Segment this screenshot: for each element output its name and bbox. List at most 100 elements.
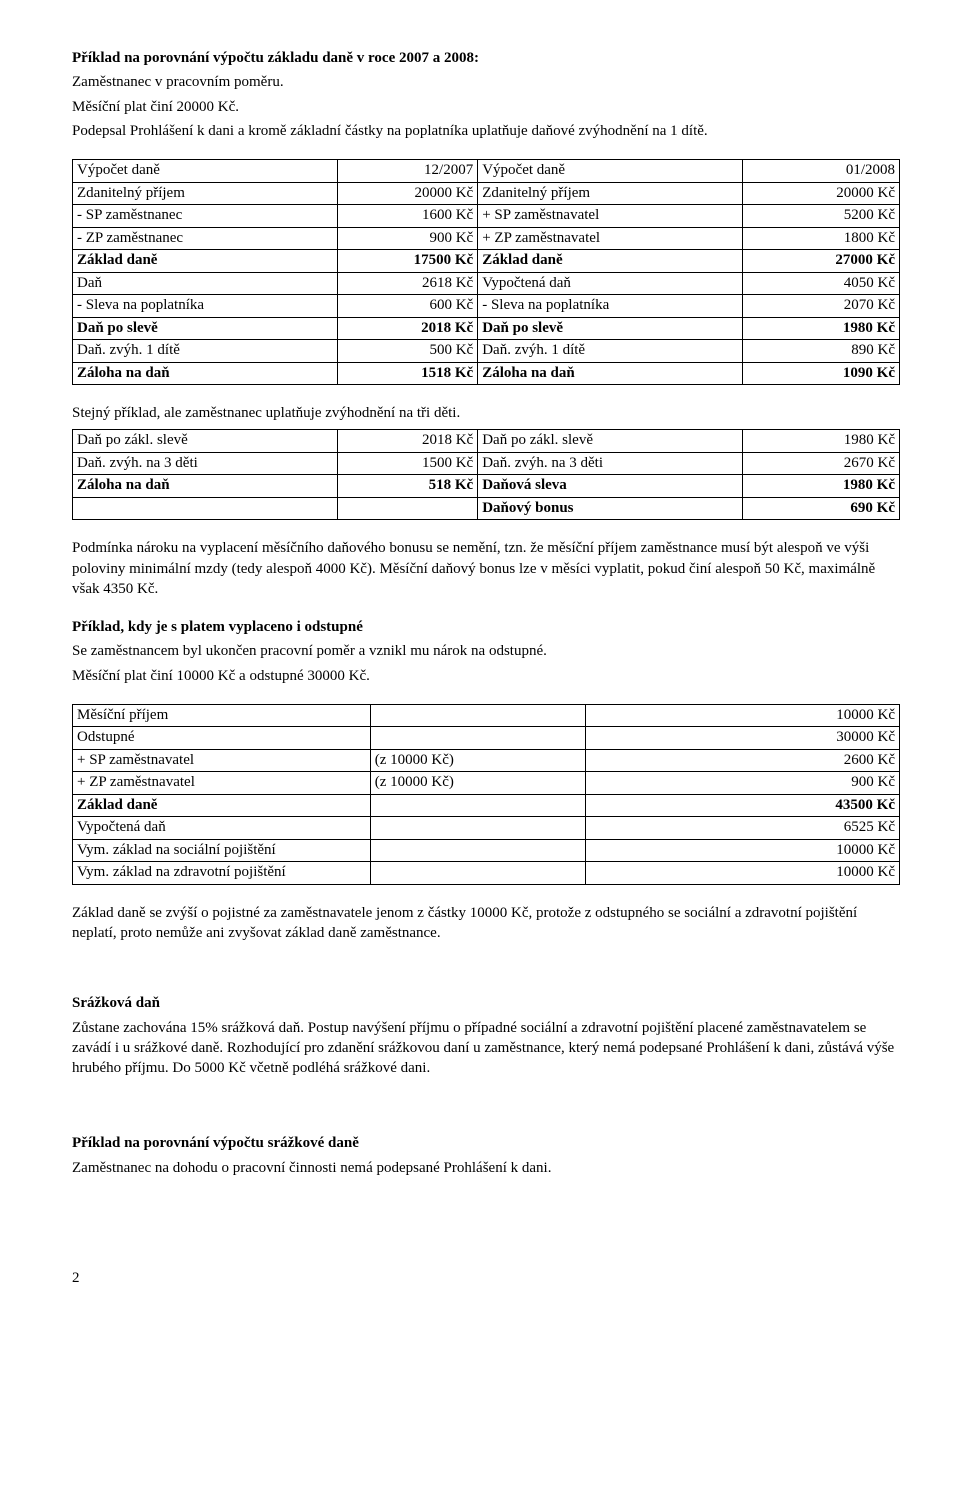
heading-4-title: Příklad na porovnání výpočtu srážkové da… [72,1133,900,1153]
table-cell: Měsíční příjem [73,704,371,727]
heading-1-title: Příklad na porovnání výpočtu základu dan… [72,48,900,68]
table-cell: 500 Kč [337,340,478,363]
paragraph-bonus: Podmínka nároku na vyplacení měsíčního d… [72,538,900,599]
table-cell [73,497,338,520]
table-row: Základ daně17500 KčZáklad daně27000 Kč [73,250,900,273]
table-cell: 10000 Kč [585,704,899,727]
heading-3-title: Srážková daň [72,993,900,1013]
table-cell: 900 Kč [337,227,478,250]
table-cell: 01/2008 [742,160,899,183]
table-row: Daň. zvýh. 1 dítě500 KčDaň. zvýh. 1 dítě… [73,340,900,363]
table-cell: Odstupné [73,727,371,750]
table-cell: + ZP zaměstnavatel [478,227,743,250]
table-cell: - ZP zaměstnanec [73,227,338,250]
table-cell: 1500 Kč [337,452,478,475]
table-cell: Zdanitelný příjem [73,182,338,205]
heading-1-line4: Podepsal Prohlášení k dani a kromě zákla… [72,121,900,141]
table-cell: + ZP zaměstnavatel [73,772,371,795]
table-row: - Sleva na poplatníka600 Kč- Sleva na po… [73,295,900,318]
table-cell: (z 10000 Kč) [370,772,585,795]
table-cell: 2618 Kč [337,272,478,295]
table-row: Výpočet daně12/2007Výpočet daně01/2008 [73,160,900,183]
table-cell [370,704,585,727]
table-cell: - Sleva na poplatníka [478,295,743,318]
table-cell: + SP zaměstnavatel [73,749,371,772]
table-cell: 2018 Kč [337,317,478,340]
table-cell: Záloha na daň [73,475,338,498]
table-row: + ZP zaměstnavatel(z 10000 Kč)900 Kč [73,772,900,795]
table-cell: 30000 Kč [585,727,899,750]
table-cell: - Sleva na poplatníka [73,295,338,318]
table-cell [370,839,585,862]
table-cell [370,862,585,885]
heading-2-line2: Se zaměstnancem byl ukončen pracovní pom… [72,641,900,661]
table-cell: 890 Kč [742,340,899,363]
table-cell [370,817,585,840]
page-number: 2 [72,1268,900,1288]
table-cell: 2018 Kč [337,430,478,453]
table-cell: 1090 Kč [742,362,899,385]
heading-3-body: Zůstane zachována 15% srážková daň. Post… [72,1018,900,1079]
table-cell: Základ daně [73,250,338,273]
table-cell: Vym. základ na sociální pojištění [73,839,371,862]
table-row: - ZP zaměstnanec900 Kč+ ZP zaměstnavatel… [73,227,900,250]
table-cell [337,497,478,520]
table-cell: 1800 Kč [742,227,899,250]
table-cell: Vypočtená daň [478,272,743,295]
severance-table: Měsíční příjem10000 KčOdstupné30000 Kč+ … [72,704,900,885]
table-row: - SP zaměstnanec1600 Kč+ SP zaměstnavate… [73,205,900,228]
table-cell: Daňová sleva [478,475,743,498]
table-cell: 5200 Kč [742,205,899,228]
heading-4-line2: Zaměstnanec na dohodu o pracovní činnost… [72,1158,900,1178]
table-cell: 1980 Kč [742,317,899,340]
table-cell: Daň. zvýh. 1 dítě [478,340,743,363]
table-cell: Výpočet daně [478,160,743,183]
table-cell: Zdanitelný příjem [478,182,743,205]
table-cell: Daňový bonus [478,497,743,520]
heading-1-line2: Zaměstnanec v pracovním poměru. [72,72,900,92]
table-cell: Záloha na daň [478,362,743,385]
table-cell: Daň po slevě [73,317,338,340]
table-cell: 10000 Kč [585,862,899,885]
table-cell: Vym. základ na zdravotní pojištění [73,862,371,885]
paragraph-odstupne: Základ daně se zvýší o pojistné za zaměs… [72,903,900,944]
table-cell: - SP zaměstnanec [73,205,338,228]
table-cell: 27000 Kč [742,250,899,273]
table-cell: 2600 Kč [585,749,899,772]
comparison-table-1b: Daň po zákl. slevě2018 KčDaň po zákl. sl… [72,429,900,520]
table-cell: Daň po zákl. slevě [478,430,743,453]
table-row: Vym. základ na sociální pojištění 10000 K… [73,839,900,862]
mid-note-1: Stejný příklad, ale zaměstnanec uplatňuj… [72,403,900,423]
table-cell: Daň. zvýh. 1 dítě [73,340,338,363]
comparison-table-1: Výpočet daně12/2007Výpočet daně01/2008Zd… [72,159,900,385]
table-row: + SP zaměstnavatel(z 10000 Kč)2600 Kč [73,749,900,772]
table-row: Vypočtená daň6525 Kč [73,817,900,840]
table-cell: 690 Kč [742,497,899,520]
table-cell: 900 Kč [585,772,899,795]
table-cell: Daň. zvýh. na 3 děti [73,452,338,475]
table-cell [370,727,585,750]
heading-1-line3: Měsíční plat činí 20000 Kč. [72,97,900,117]
table-cell: Výpočet daně [73,160,338,183]
table-row: Záloha na daň1518 KčZáloha na daň1090 Kč [73,362,900,385]
table-cell: 10000 Kč [585,839,899,862]
table-cell: 1980 Kč [742,430,899,453]
table-cell: 4050 Kč [742,272,899,295]
heading-2-line3: Měsíční plat činí 10000 Kč a odstupné 30… [72,666,900,686]
table-cell: 20000 Kč [337,182,478,205]
table-row: Vym. základ na zdravotní pojištění 10000 … [73,862,900,885]
table-cell: 43500 Kč [585,794,899,817]
table-cell: 600 Kč [337,295,478,318]
table-row: Odstupné 30000 Kč [73,727,900,750]
table-cell: + SP zaměstnavatel [478,205,743,228]
table-row: Daňový bonus690 Kč [73,497,900,520]
table-cell: 1980 Kč [742,475,899,498]
table-cell: Základ daně [478,250,743,273]
table-cell: 6525 Kč [585,817,899,840]
table-row: Měsíční příjem 10000 Kč [73,704,900,727]
table-row: Zdanitelný příjem20000 KčZdanitelný příj… [73,182,900,205]
table-cell: 1518 Kč [337,362,478,385]
table-row: Daň2618 KčVypočtená daň4050 Kč [73,272,900,295]
table-row: Daň po slevě2018 KčDaň po slevě1980 Kč [73,317,900,340]
table-row: Základ daně43500 Kč [73,794,900,817]
